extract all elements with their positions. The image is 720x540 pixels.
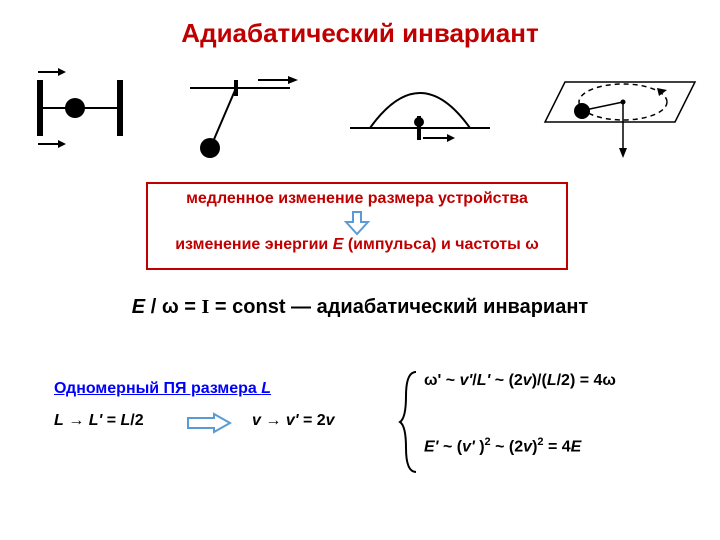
diagram-pendulum (190, 76, 298, 158)
box-line2: изменение энергии E (импульса) и частоты… (148, 236, 566, 254)
down-arrow-icon (344, 210, 370, 236)
diagram-orbit (545, 82, 695, 158)
oneD-heading: Одномерный ПЯ размера L (54, 380, 271, 398)
brace-line2: E' ~ (v' )2 ~ (2v)2 = 4E (424, 436, 581, 456)
change-box: медленное изменение размера устройства и… (146, 182, 568, 270)
right-arrow-icon (186, 412, 232, 434)
diagrams-row (0, 58, 720, 168)
diagram-dome (350, 93, 490, 142)
box-line1: медленное изменение размера устройства (148, 190, 566, 208)
main-equation: E / ω = I = const — адиабатический инвар… (0, 296, 720, 319)
brace-icon (398, 366, 420, 478)
oneD-v-transform: v → v' = 2v (252, 412, 335, 430)
diagram-walls (38, 68, 120, 148)
page: Адиабатический инвариант (0, 0, 720, 540)
brace-line1: ω' ~ v'/L' ~ (2v)/(L/2) = 4ω (424, 370, 694, 392)
page-title: Адиабатический инвариант (0, 18, 720, 49)
oneD-transform: L → L' = L/2 (54, 412, 144, 430)
